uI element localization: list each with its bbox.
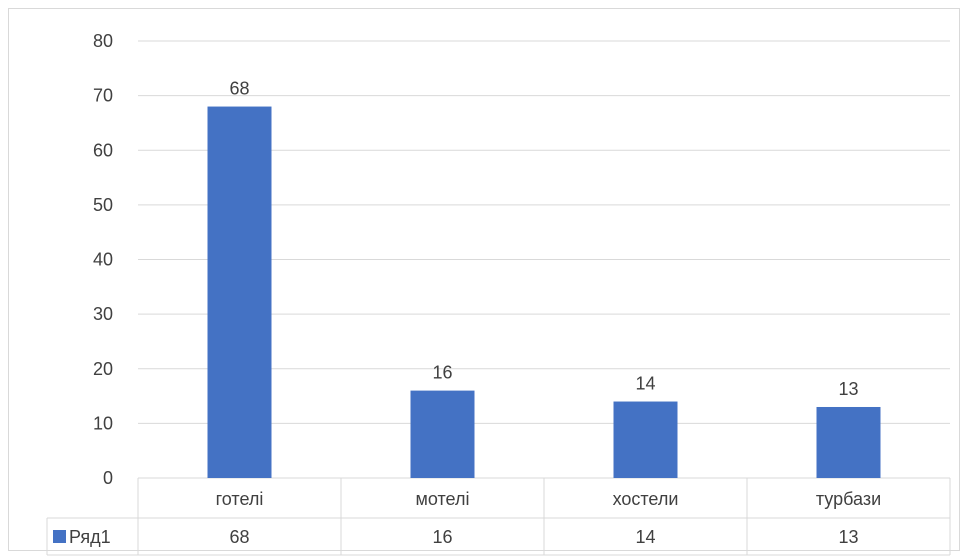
category-label: хостели (613, 489, 679, 509)
bar-2 (410, 390, 475, 478)
y-tick-label: 70 (93, 86, 113, 106)
table-value: 13 (838, 527, 858, 547)
chart-frame (8, 8, 960, 551)
data-label: 13 (838, 379, 858, 399)
table-value: 14 (635, 527, 655, 547)
y-tick-label: 80 (93, 31, 113, 51)
category-label: готелі (216, 489, 264, 509)
data-label: 68 (229, 79, 249, 99)
table-value: 16 (432, 527, 452, 547)
data-label: 14 (635, 374, 655, 394)
data-label: 16 (432, 363, 452, 383)
y-tick-label: 40 (93, 250, 113, 270)
y-tick-label: 0 (103, 468, 113, 488)
category-label: турбази (816, 489, 881, 509)
y-tick-label: 10 (93, 413, 113, 433)
y-tick-label: 60 (93, 140, 113, 160)
legend-series-name: Ряд1 (69, 527, 111, 547)
y-tick-label: 50 (93, 195, 113, 215)
category-label: мотелі (416, 489, 470, 509)
legend-swatch (53, 530, 66, 543)
y-tick-label: 30 (93, 304, 113, 324)
bar-3 (613, 401, 678, 478)
table-value: 68 (229, 527, 249, 547)
bar-4 (816, 406, 881, 478)
bar-1 (207, 106, 272, 479)
y-tick-label: 20 (93, 359, 113, 379)
